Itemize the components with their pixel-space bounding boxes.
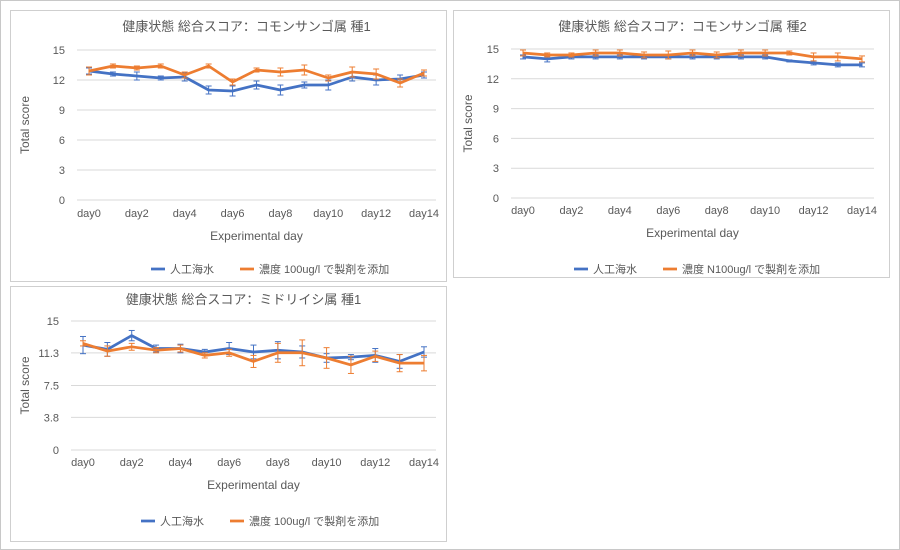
x-tick-label: day0	[77, 208, 101, 220]
legend-label: 人工海水	[593, 262, 637, 276]
series-line	[88, 64, 425, 85]
x-tick-label: day14	[409, 208, 439, 220]
x-tick-label: day6	[656, 205, 680, 217]
y-tick-label: 15	[487, 44, 499, 56]
y-tick-label: 6	[493, 133, 499, 145]
x-tick-label: day8	[266, 457, 290, 469]
x-tick-label: day14	[847, 205, 877, 217]
chart-panel-acropora-sp2: 健康状態 総合スコア：コモンサンゴ属 種2 0 3 6 9 12 15 day0 day2 day…	[453, 10, 890, 278]
y-tick-label: 9	[59, 105, 65, 117]
x-tick-label: day12	[360, 457, 390, 469]
y-tick-label: 12	[487, 74, 499, 86]
y-tick-label: 7.5	[44, 381, 59, 393]
x-tick-label: day8	[705, 205, 729, 217]
y-tick-label: 3	[59, 165, 65, 177]
x-tick-label: day6	[221, 208, 245, 220]
chart-title: 健康状態 総合スコア：コモンサンゴ属 種2	[558, 19, 806, 34]
chart-svg: 健康状態 総合スコア：コモンサンゴ属 種1 0 3 6 9 12 15 day0 day2 day…	[18, 19, 439, 276]
y-tick-label: 9	[493, 104, 499, 116]
series-2	[80, 339, 427, 374]
series-line	[522, 55, 862, 67]
x-tick-label: day2	[125, 208, 149, 220]
y-tick-label: 6	[59, 135, 65, 147]
x-tick-label: day10	[313, 208, 343, 220]
y-tick-label: 3	[493, 163, 499, 175]
x-tick-label: day12	[361, 208, 391, 220]
chart-svg: 健康状態 総合スコア：コモンサンゴ属 種2 0 3 6 9 12 15 day0 day2 day…	[461, 19, 877, 276]
y-tick-label: 15	[47, 316, 59, 328]
x-tick-label: day2	[120, 457, 144, 469]
x-tick-label: day2	[559, 205, 583, 217]
series-line	[82, 334, 425, 363]
chart-panel-midoriishi-sp1: 健康状態 総合スコア：ミドリイシ属 種1 0 3.8 7.5 11.3 15 day0 day…	[10, 286, 447, 542]
y-tick-label: 0	[53, 445, 59, 457]
y-axis-label: Total score	[18, 356, 32, 414]
x-axis-label: Experimental day	[207, 478, 300, 492]
legend-label: 濃度 N100ug/l で製剤を添加	[682, 262, 820, 276]
legend-label: 濃度 100ug/l で製剤を添加	[249, 514, 379, 528]
legend: 人工海水 濃度 100ug/l で製剤を添加	[151, 262, 389, 276]
x-tick-label: day12	[799, 205, 829, 217]
x-tick-label: day6	[217, 457, 241, 469]
x-tick-label: day10	[750, 205, 780, 217]
y-tick-label: 0	[493, 193, 499, 205]
series-2	[86, 63, 427, 88]
y-tick-label: 15	[53, 45, 65, 57]
legend: 人工海水 濃度 N100ug/l で製剤を添加	[574, 262, 820, 276]
chart-title: 健康状態 総合スコア：ミドリイシ属 種1	[126, 292, 361, 307]
x-tick-label: day0	[71, 457, 95, 469]
x-tick-label: day0	[511, 205, 535, 217]
x-tick-label: day10	[312, 457, 342, 469]
series-line	[82, 342, 424, 367]
legend-label: 人工海水	[160, 514, 204, 528]
x-axis-label: Experimental day	[210, 229, 303, 243]
chart-panel-acropora-sp1: 健康状態 総合スコア：コモンサンゴ属 種1 0 3 6 9 12 15 day0 day2 day…	[10, 10, 447, 282]
chart-title: 健康状態 総合スコア：コモンサンゴ属 種1	[122, 19, 370, 34]
x-tick-label: day14	[409, 457, 439, 469]
x-tick-label: day4	[608, 205, 632, 217]
series-2	[520, 49, 865, 63]
series-line	[522, 51, 863, 61]
series-line	[88, 69, 425, 93]
x-tick-label: day4	[173, 208, 197, 220]
y-axis-label: Total score	[461, 94, 475, 152]
chart-svg: 健康状態 総合スコア：ミドリイシ属 種1 0 3.8 7.5 11.3 15 day0 day…	[18, 292, 439, 528]
x-axis-label: Experimental day	[646, 226, 739, 240]
y-tick-label: 3.8	[44, 412, 59, 424]
legend-label: 濃度 100ug/l で製剤を添加	[259, 262, 389, 276]
y-tick-label: 12	[53, 75, 65, 87]
y-tick-label: 11.3	[38, 348, 59, 360]
legend-label: 人工海水	[170, 262, 214, 276]
x-tick-label: day4	[168, 457, 192, 469]
y-axis-label: Total score	[18, 96, 32, 154]
y-tick-label: 0	[59, 195, 65, 207]
x-tick-label: day8	[268, 208, 292, 220]
legend: 人工海水 濃度 100ug/l で製剤を添加	[141, 514, 379, 528]
